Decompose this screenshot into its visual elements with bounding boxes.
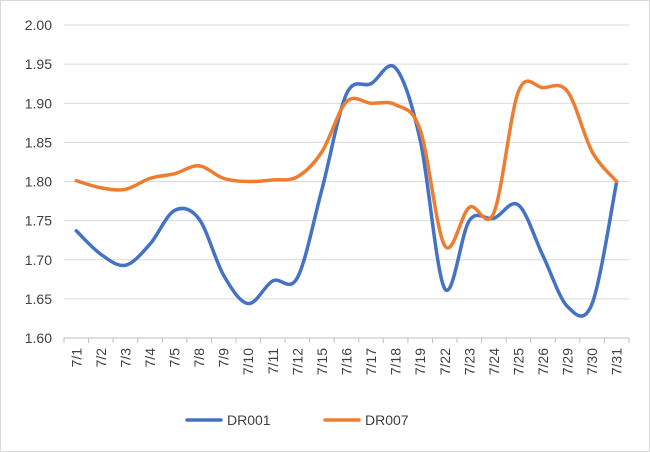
x-tick-label: 7/3 [117, 348, 133, 368]
y-axis-tick-labels: 1.60 1.65 1.70 1.75 1.80 1.85 1.90 1.95 2.00 [25, 17, 52, 346]
y-tick-label: 1.80 [25, 174, 52, 190]
gridlines [64, 24, 629, 339]
x-tick-label: 7/2 [93, 348, 109, 368]
y-tick-label: 1.70 [25, 252, 52, 268]
x-tick-label: 7/10 [240, 348, 256, 375]
y-tick-label: 1.60 [25, 330, 52, 346]
x-tick-label: 7/12 [289, 348, 305, 375]
x-tick-label: 7/30 [584, 348, 600, 375]
y-tick-label: 1.90 [25, 95, 52, 111]
legend-label-dr007: DR007 [365, 412, 409, 428]
series-line-dr001 [74, 64, 619, 318]
y-tick-label: 1.95 [25, 56, 52, 72]
x-tick-label: 7/17 [363, 348, 379, 375]
legend: DR001 DR007 [185, 412, 409, 428]
x-tick-label: 7/9 [216, 348, 232, 368]
x-tick-label: 7/23 [461, 348, 477, 375]
x-tick-label: 7/31 [609, 348, 625, 375]
series-lines [74, 64, 619, 318]
x-tick-label: 7/18 [388, 348, 404, 375]
x-tick-label: 7/5 [167, 348, 183, 368]
x-tick-label: 7/29 [560, 348, 576, 375]
x-tick-label: 7/22 [437, 348, 453, 375]
x-axis-tick-labels: 7/1 7/2 7/3 7/4 7/5 7/8 7/9 7/10 7/11 7/12 7/15 7/1… [63, 338, 630, 375]
x-tick-label: 7/26 [535, 348, 551, 375]
y-tick-label: 1.65 [25, 291, 52, 307]
y-tick-label: 2.00 [25, 17, 52, 33]
x-tick-label: 7/25 [510, 348, 526, 375]
x-tick-label: 7/8 [191, 348, 207, 368]
x-tick-label: 7/4 [142, 348, 158, 368]
x-tick-label: 7/1 [68, 348, 84, 368]
x-tick-label: 7/19 [412, 348, 428, 375]
legend-label-dr001: DR001 [227, 412, 271, 428]
series-line-dr007 [74, 79, 619, 250]
y-tick-label: 1.85 [25, 134, 52, 150]
x-tick-label: 7/11 [265, 348, 281, 374]
x-tick-label: 7/15 [314, 348, 330, 375]
y-tick-label: 1.75 [25, 213, 52, 229]
x-tick-label: 7/24 [486, 348, 502, 375]
x-tick-label: 7/16 [339, 348, 355, 375]
